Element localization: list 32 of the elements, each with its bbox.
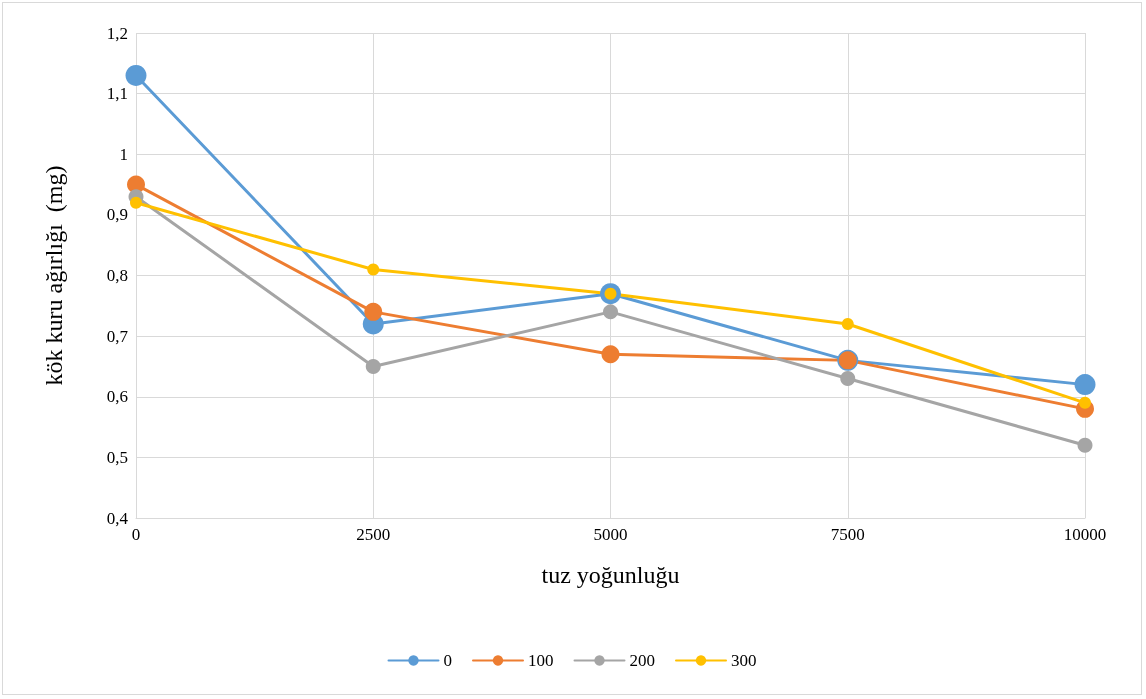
point — [130, 196, 142, 209]
point — [1074, 374, 1096, 396]
x-axis-title: tuz yoğunluğu — [541, 562, 680, 588]
legend-label: 200 — [629, 651, 655, 670]
y-tick-label: 0,5 — [106, 447, 128, 467]
y-axis-title: kök kuru ağırlığı (mg) — [41, 165, 67, 386]
y-tick-label: 1,2 — [106, 23, 128, 43]
legend-label: 0 — [443, 651, 452, 670]
legend-label: 100 — [528, 651, 554, 670]
x-tick-label: 10000 — [1063, 525, 1107, 544]
x-tick-label: 0 — [131, 525, 141, 544]
point — [1077, 437, 1093, 453]
point — [603, 304, 618, 320]
point — [367, 263, 380, 276]
y-tick-label: 1,1 — [106, 84, 128, 104]
x-tick-label: 2500 — [356, 525, 391, 544]
point — [364, 302, 383, 321]
x-tick-label: 5000 — [593, 525, 628, 544]
point — [601, 345, 620, 364]
point — [125, 64, 147, 86]
y-tick-label: 0,8 — [106, 266, 128, 285]
point — [1079, 396, 1091, 409]
y-tick-label: 0,4 — [106, 508, 129, 528]
y-tick-label: 0,9 — [106, 205, 128, 225]
legend-label: 300 — [731, 651, 757, 670]
point — [841, 318, 854, 330]
x-tick-label: 7500 — [830, 525, 865, 544]
point — [840, 371, 856, 387]
point — [365, 358, 381, 374]
y-tick-label: 0,6 — [106, 387, 128, 407]
y-tick-label: 0,7 — [106, 326, 129, 346]
y-tick-label: 1 — [119, 144, 128, 164]
